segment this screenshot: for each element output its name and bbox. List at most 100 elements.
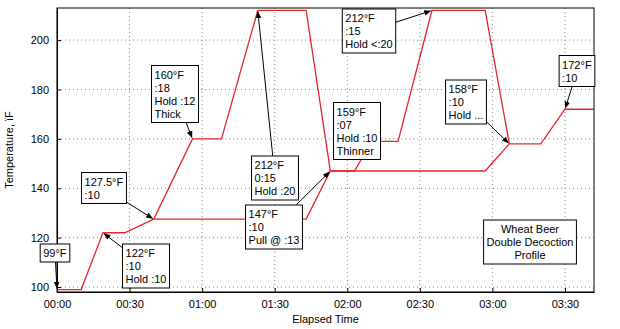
annotation-line: :10 [249,221,264,233]
annotation-line: :10 [126,260,141,272]
annotation: 99°F [40,244,70,262]
x-tick: 01:00 [189,288,217,310]
x-tick: 00:30 [116,288,144,310]
chart: 00:00 00:30 01:00 01:30 02:00 02:30 03:00 03:30… [0,0,620,329]
annotation: 172°F:10 [559,56,595,87]
annotation-line: 212°F [255,159,285,171]
y-tick-mark [57,238,61,239]
annotation-text: 127.5°F:10 [85,176,124,201]
x-tick-mark [130,288,131,292]
annotation: 147°F:10Pull @ :13 [246,205,303,249]
annotations: 99°F127.5°F:10122°F:10Hold :10160°F:18Ho… [40,9,595,288]
x-grid-line [202,8,203,292]
annotation-line: :10 [449,96,464,108]
annotation-line: 172°F [562,59,592,71]
y-tick: 180 [31,84,61,96]
x-tick-label: 02:00 [334,298,362,310]
y-tick-mark [57,188,61,189]
y-tick-label: 100 [31,281,49,293]
annotation: 158°F:10Hold ... [446,80,487,124]
annotation: 212°F:15Hold <:20 [342,9,395,53]
plot-frame [57,8,594,292]
x-tick-label: 00:30 [116,298,144,310]
y-tick-mark [57,139,61,140]
annotation-line: 212°F [345,12,375,24]
annotation-line: Hold <:20 [345,38,392,50]
annotation-arrow [186,123,192,138]
y-tick-label: 180 [31,84,49,96]
x-tick: 01:30 [261,288,289,310]
annotation-arrow [104,234,122,248]
x-grid-line [419,8,420,292]
y-tick-label: 140 [31,182,49,194]
annotation-arrow [486,122,508,143]
y-tick-mark [57,89,61,90]
annotation-box [342,9,395,53]
note-line: Profile [514,249,545,261]
annotation-line: :10 [85,189,100,201]
x-tick-label: 02:30 [407,298,435,310]
annotation-line: Hold :20 [255,185,296,197]
y-tick-mark [57,40,61,41]
annotation-arrow [126,202,152,218]
annotation-box [559,56,595,87]
note: Wheat BeerDouble DecoctionProfile [484,220,577,264]
annotation-text: 212°F0:15Hold :20 [255,159,296,197]
annotation-text: 122°F:10Hold :10 [126,247,167,285]
x-tick-label: 01:30 [261,298,289,310]
x-tick: 02:30 [407,288,435,310]
annotation-line: :07 [337,119,352,131]
y-tick: 120 [31,232,61,244]
annotation-box [334,103,381,160]
annotation-line: Hold ... [449,109,484,121]
annotation-text: 172°F:10 [562,59,592,84]
annotation: 122°F:10Hold :10 [123,244,170,288]
annotation-box [246,205,303,249]
annotation-line: 160°F [155,69,185,81]
annotation-box [152,66,199,123]
x-tick-mark [492,288,493,292]
x-tick: 03:30 [552,288,580,310]
x-tick-label: 03:00 [479,298,507,310]
y-tick: 140 [31,182,61,194]
annotation-line: 99°F [43,247,67,259]
annotation-text: 158°F:10Hold ... [449,83,484,121]
annotation-arrow [258,12,273,156]
note-box [484,220,577,264]
y-tick: 160 [31,133,61,145]
x-tick-label: 00:00 [44,298,72,310]
x-tick-mark [347,288,348,292]
annotation-line: Hold :10 [126,273,167,285]
x-axis: 00:00 00:30 01:00 01:30 02:00 02:30 03:00 03:30 [44,288,595,310]
y-tick-label: 200 [31,34,49,46]
annotation: 159°F:07Hold :10Thinner [334,103,381,160]
x-tick-label: 01:00 [189,298,217,310]
annotation-text: 159°F:07Hold :10Thinner [337,106,378,157]
note-line: Double Decoction [487,236,574,248]
annotation-line: :10 [562,72,577,84]
annotation-arrow [396,11,431,22]
y-tick-label: 160 [31,133,49,145]
y-grid-line [57,89,594,90]
x-axis-line [58,292,595,293]
series-line [154,10,510,219]
annotation-line: Thick [155,108,182,120]
annotation-line: 158°F [449,83,479,95]
annotation-text: 147°F:10Pull @ :13 [249,208,300,246]
annotation-box [123,244,170,288]
annotation-line: 147°F [249,208,279,220]
annotation-box [82,173,127,204]
y-tick-mark [57,287,61,288]
annotation-box [446,80,487,124]
x-axis-title: Elapsed Time [292,313,359,325]
x-tick: 03:00 [479,288,507,310]
y-grid-line [57,40,594,41]
annotation-line: Hold :10 [337,132,378,144]
annotation-line: :18 [155,82,170,94]
annotation-line: 122°F [126,247,156,259]
x-tick: 02:00 [334,288,362,310]
y-tick: 200 [31,34,61,46]
annotation-text: 99°F [43,247,67,259]
x-tick-label: 03:30 [552,298,580,310]
x-tick-mark [202,288,203,292]
